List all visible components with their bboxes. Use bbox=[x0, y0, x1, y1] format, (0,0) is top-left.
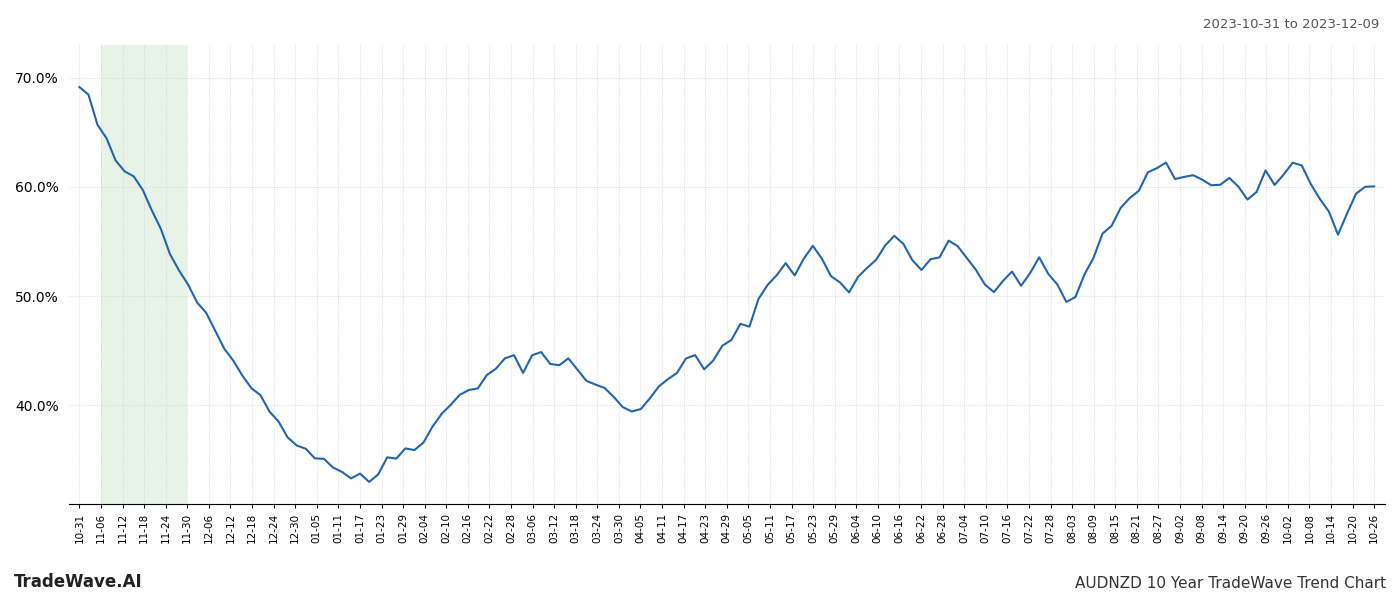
Text: AUDNZD 10 Year TradeWave Trend Chart: AUDNZD 10 Year TradeWave Trend Chart bbox=[1075, 576, 1386, 591]
Text: 2023-10-31 to 2023-12-09: 2023-10-31 to 2023-12-09 bbox=[1203, 18, 1379, 31]
Bar bbox=[101, 45, 188, 504]
Text: TradeWave.AI: TradeWave.AI bbox=[14, 573, 143, 591]
